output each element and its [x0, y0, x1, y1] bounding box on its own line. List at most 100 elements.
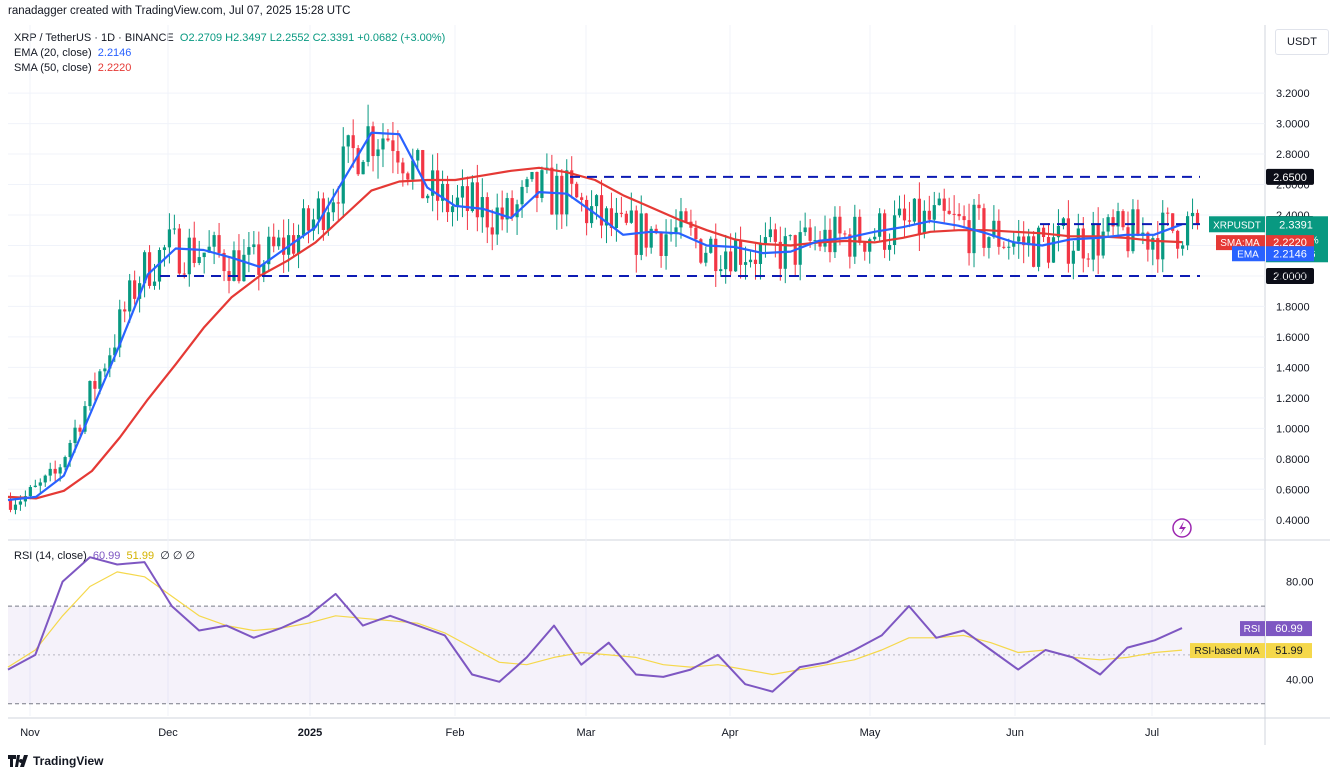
candle-body [734, 240, 738, 272]
tradingview-logo[interactable]: TradingView [8, 754, 103, 768]
candle-body [530, 171, 534, 180]
candle-body [147, 252, 152, 286]
candle-body [763, 237, 768, 245]
price-tick-label: 2.0000 [1276, 271, 1310, 283]
candle-body [212, 235, 216, 247]
candle-body [664, 234, 668, 256]
price-tick-label: 0.6000 [1276, 484, 1310, 496]
candle-body [714, 238, 718, 272]
candle-body [103, 368, 107, 372]
candle-body [18, 501, 23, 505]
candle-body [138, 283, 142, 299]
candle-body [589, 206, 594, 224]
candle-body [436, 170, 440, 201]
candle-body [167, 229, 172, 248]
candle-body [823, 229, 827, 247]
candle-body [1101, 231, 1105, 256]
candle-body [977, 204, 981, 209]
candle-body [1066, 218, 1070, 264]
candle-body [813, 240, 817, 242]
candle-body [659, 233, 663, 256]
candle-body [957, 213, 961, 217]
tradingview-logo-icon [8, 755, 28, 767]
candle-body [907, 220, 912, 222]
candle-body [1096, 224, 1100, 256]
level-price-tag [1266, 267, 1314, 284]
candle-body [540, 170, 544, 198]
candle-body [1002, 246, 1006, 248]
candle-body [585, 199, 589, 224]
candle-body [207, 246, 211, 253]
candle-body [863, 242, 867, 252]
candle-body [525, 179, 529, 187]
candle-body [341, 146, 345, 204]
candle-body [376, 149, 380, 157]
symbol-label: XRP / TetherUS · 1D · BINANCE [14, 32, 174, 44]
price-tick-label: 1.4000 [1276, 362, 1310, 374]
candle-body [952, 213, 956, 215]
candle-body [470, 182, 474, 212]
candle-body [1156, 238, 1160, 260]
main-legend: XRP / TetherUS · 1D · BINANCE O2.2709 H2… [14, 31, 445, 76]
last-price: 2.3391 [1279, 219, 1313, 231]
rsi-legend: RSI (14, close) 60.99 51.99 ∅ ∅ ∅ [14, 549, 195, 562]
candle-body [118, 309, 122, 348]
candle-body [172, 228, 176, 230]
rsi-ma-tag-label: RSI-based MA [1194, 646, 1259, 657]
candle-body [535, 171, 539, 198]
rsi-price-tag [1266, 621, 1312, 637]
time-tick-label: Dec [158, 727, 178, 739]
rsi-legend-extra: ∅ ∅ ∅ [160, 550, 196, 562]
candle-body [202, 252, 206, 258]
price-tick-label: 1.2000 [1276, 393, 1310, 405]
candle-body [967, 220, 971, 254]
candle-body [788, 235, 792, 237]
candle-body [510, 198, 514, 218]
candle-body [361, 161, 365, 175]
rsi-legend-value: 60.99 [92, 550, 121, 562]
candle-body [500, 207, 504, 220]
candle-body [217, 235, 221, 253]
price-tick-label: 1.8000 [1276, 301, 1310, 313]
time-tick-label: 2025 [298, 727, 322, 739]
currency-button[interactable]: USDT [1275, 29, 1329, 55]
candle-body [1071, 250, 1075, 264]
candle-body [629, 210, 633, 223]
rsi-line [7, 556, 1183, 693]
ema-price-tag [1266, 246, 1314, 262]
candle-body [1176, 230, 1180, 249]
lightning-icon[interactable] [1172, 518, 1192, 538]
candle-body [187, 237, 191, 275]
price-tick-label: 3.0000 [1276, 119, 1310, 131]
candle-body [142, 252, 147, 284]
rsi-ma-legend-value: 51.99 [126, 550, 155, 562]
candle-body [694, 227, 698, 240]
candle-body [624, 213, 628, 223]
candle-body [947, 210, 951, 214]
candle-body [1081, 228, 1085, 259]
candle-body [1091, 224, 1095, 260]
sma-legend-label: SMA (50, close) [14, 62, 92, 74]
candle-body [351, 135, 355, 149]
candle-body [560, 175, 564, 215]
candle-body [53, 468, 57, 474]
candle-body [366, 126, 370, 162]
brand-label: TradingView [33, 754, 104, 768]
candle-body [426, 195, 430, 199]
candle-body [619, 212, 623, 214]
candle-body [232, 250, 236, 281]
ohlc-values: O2.2709 H2.3497 L2.2552 C2.3391 +0.0682 … [179, 32, 446, 44]
candle-body [753, 259, 758, 264]
candle-body [604, 208, 609, 226]
candle-body [48, 468, 52, 476]
candle-body [296, 234, 301, 254]
candle-body [1190, 212, 1195, 217]
candle-body [684, 211, 688, 222]
symbol-tag [1209, 216, 1265, 233]
candle-body [649, 228, 653, 248]
candle-body [133, 280, 137, 299]
candle-body [108, 355, 112, 369]
candle-body [386, 138, 390, 141]
rsi-tag [1240, 621, 1265, 637]
